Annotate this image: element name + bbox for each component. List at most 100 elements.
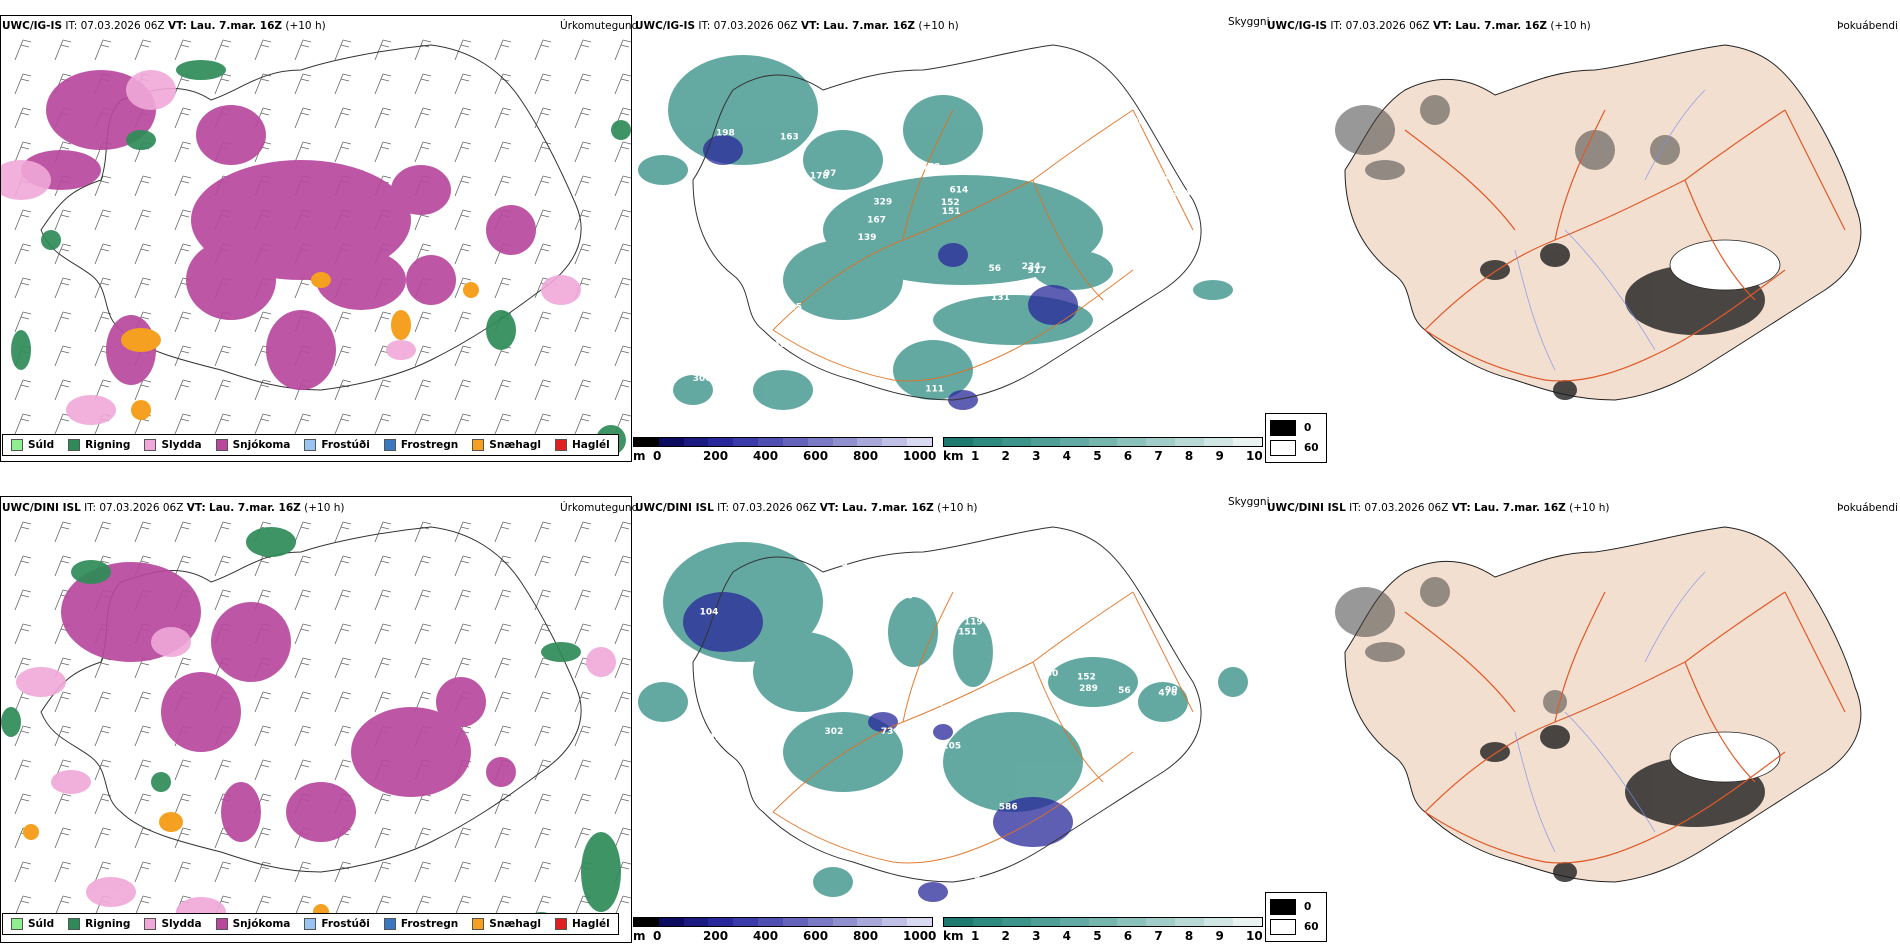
- wind-barb: [174, 311, 192, 333]
- road-network: [772, 109, 1194, 382]
- cloud-base-number: 305: [961, 871, 980, 881]
- wind-barb: [614, 141, 631, 163]
- wind-barb: [454, 623, 472, 645]
- cloud-base-number: 178: [810, 171, 829, 181]
- wind-barb: [14, 243, 32, 265]
- snow-pellet-areas: [23, 812, 329, 920]
- wind-barb: [614, 277, 631, 299]
- wind-barb: [414, 895, 432, 917]
- wind-barb: [494, 725, 512, 747]
- colorbar-segment: [733, 438, 759, 446]
- wind-barb: [374, 521, 392, 543]
- wind-barb: [254, 379, 272, 401]
- cloud-base-number: 309: [682, 789, 701, 799]
- cloud-base-number: 96: [1028, 598, 1041, 608]
- cloud-base-number: 182: [708, 796, 727, 806]
- cloud-base-colorbar: [633, 437, 933, 447]
- legend-swatch: [144, 439, 157, 451]
- panel-header: UWC/DINI ISL IT: 07.03.2026 06Z VT: Lau.…: [2, 502, 345, 514]
- wind-barb: [534, 861, 552, 883]
- cloud-base-number: 198: [716, 129, 735, 139]
- cloud-base-areas: [703, 135, 1078, 410]
- precip-title: Úrkomutegund: [560, 502, 639, 514]
- colorbar-tick-label: 3: [1032, 929, 1041, 943]
- wind-barb: [614, 623, 631, 645]
- cloud-base-number: 73: [881, 727, 894, 737]
- wind-barb: [334, 107, 352, 129]
- precip-panel-bottom: UWC/DINI ISL IT: 07.03.2026 06Z VT: Lau.…: [0, 480, 638, 940]
- wind-barb: [14, 209, 32, 231]
- wind-barb: [174, 107, 192, 129]
- wind-barb: [534, 379, 552, 401]
- wind-barb: [254, 311, 272, 333]
- cloud-base-number: 83: [887, 689, 900, 699]
- legend-swatch: [472, 439, 485, 451]
- cloud-base-number: 187: [716, 858, 735, 868]
- legend-item: Súld: [11, 439, 54, 451]
- precip-legend-top: Súld Rigning Slydda Snjókoma Frostúði Fr…: [2, 434, 619, 456]
- wind-barb: [14, 793, 32, 815]
- colorbar-segment: [832, 918, 858, 926]
- visibility-areas: [638, 55, 1233, 410]
- glacier-white: [1669, 731, 1781, 783]
- road-network: [1404, 109, 1846, 382]
- cloud-base-number: 167: [867, 216, 886, 226]
- colorbar-tick-label: 9: [1215, 929, 1224, 943]
- cloud-base-number: 75: [835, 559, 848, 569]
- visibility-scale-bottom: km 1 2 3 4 5 6 7 8 9 10: [943, 917, 1263, 943]
- wind-barb: [94, 657, 112, 679]
- colorbar-segment: [1233, 918, 1262, 926]
- wind-barb: [254, 725, 272, 747]
- wind-barb: [454, 827, 472, 849]
- wind-barb: [214, 73, 232, 95]
- precip-map-frame-bottom: [0, 496, 632, 943]
- wind-barb: [94, 793, 112, 815]
- wind-barb: [94, 521, 112, 543]
- cloud-base-number: 97: [824, 169, 837, 179]
- colorbar-tick-label: 1000: [903, 449, 937, 463]
- colorbar-unit: km: [943, 929, 964, 943]
- wind-barb: [334, 521, 352, 543]
- cloud-base-number: 997: [873, 86, 892, 96]
- wind-barb: [374, 39, 392, 61]
- wind-barb: [134, 243, 152, 265]
- wind-barb: [614, 589, 631, 611]
- cloud-base-number: 115: [783, 302, 802, 312]
- cloud-base-number: 46: [900, 591, 913, 601]
- wind-barb: [374, 691, 392, 713]
- wind-barb: [494, 861, 512, 883]
- fog-title: Þokuábendi: [1837, 20, 1898, 32]
- wind-barb: [614, 555, 631, 577]
- wind-barb: [294, 691, 312, 713]
- wind-barb: [574, 725, 592, 747]
- cloud-base-number: 90: [1165, 686, 1178, 696]
- wind-barb: [94, 277, 112, 299]
- wind-barb: [534, 107, 552, 129]
- wind-barb: [94, 175, 112, 197]
- wind-barb: [454, 861, 472, 883]
- cloud-base-number: 395: [867, 325, 886, 335]
- cloud-panel-bottom: UWC/DINI ISL IT: 07.03.2026 06Z VT: Lau.…: [633, 480, 1270, 940]
- wind-barb: [334, 623, 352, 645]
- wind-barb: [414, 39, 432, 61]
- wind-barb: [334, 413, 352, 435]
- wind-barb: [14, 521, 32, 543]
- sleet-areas: [16, 627, 616, 927]
- wind-barb: [294, 759, 312, 781]
- wind-barb: [54, 861, 72, 883]
- wind-barb: [414, 589, 432, 611]
- colorbar-segment: [733, 918, 759, 926]
- colorbar-segment: [882, 438, 908, 446]
- wind-barb: [334, 73, 352, 95]
- wind-barb: [334, 759, 352, 781]
- colorbar-segment: [807, 918, 833, 926]
- fog-legend-swatch-60: [1270, 440, 1296, 456]
- cloud-base-number: 274: [1172, 189, 1191, 199]
- wind-barb: [214, 39, 232, 61]
- colorbar-segment: [1146, 918, 1176, 926]
- colorbar-unit: km: [943, 449, 964, 463]
- wind-barb: [414, 521, 432, 543]
- wind-barb: [574, 175, 592, 197]
- wind-barb: [454, 311, 472, 333]
- wind-barb: [574, 39, 592, 61]
